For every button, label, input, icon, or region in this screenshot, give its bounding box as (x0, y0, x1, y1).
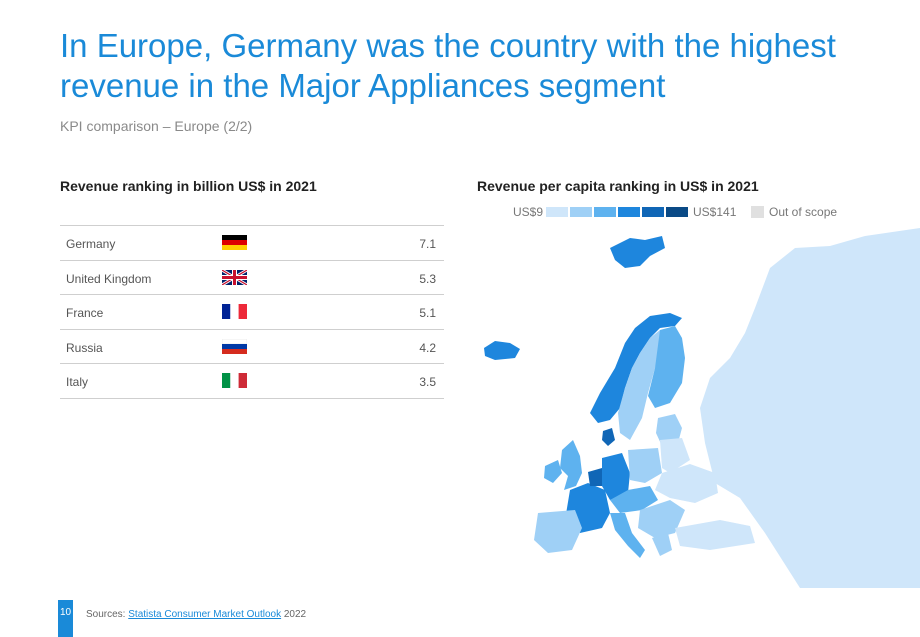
map-region-baltics (656, 414, 682, 446)
source-year: 2022 (283, 609, 307, 620)
map-region-denmark (602, 428, 615, 446)
map-region-russia (700, 228, 920, 588)
page-subtitle: KPI comparison – Europe (2/2) (60, 118, 253, 134)
legend-swatch (666, 207, 688, 217)
page-number: 10 (58, 600, 73, 637)
map-region-balkans (638, 500, 685, 538)
legend-swatch (570, 207, 592, 217)
source-note: Sources: Statista Consumer Market Outloo… (86, 609, 306, 620)
source-link[interactable]: Statista Consumer Market Outlook (128, 609, 282, 620)
map-region-finland (648, 326, 685, 408)
italy-flag-icon (222, 373, 247, 388)
revenue-value: 3.5 (419, 375, 436, 389)
map-region-greece (652, 533, 672, 556)
france-flag-icon (222, 304, 247, 319)
table-row: Russia 4.2 (60, 330, 444, 364)
revenue-value: 4.2 (419, 340, 436, 355)
legend-swatch (594, 207, 616, 217)
map-region-poland (628, 448, 662, 483)
uk-flag-icon (222, 269, 247, 285)
map-region-italy (610, 513, 645, 558)
map-region-iceland (484, 341, 520, 360)
table-row: France 5.1 (60, 295, 444, 330)
legend-min-label: US$9 (513, 205, 544, 219)
source-prefix: Sources: (86, 609, 126, 620)
map-region-ireland (544, 460, 562, 483)
revenue-value: 7.1 (419, 237, 436, 251)
russia-flag-icon (222, 338, 247, 354)
map-region-ukraine (655, 464, 718, 503)
country-name: Italy (66, 375, 89, 389)
map-region-norway (590, 313, 682, 423)
country-name: Germany (66, 237, 116, 251)
revenue-ranking-title: Revenue ranking in billion US$ in 2021 (60, 178, 317, 194)
map-region-benelux (588, 468, 605, 486)
revenue-ranking-table: Germany 7.1 United Kingdom 5.3 France 5.… (60, 225, 444, 399)
map-region-germany (602, 453, 630, 500)
legend-max-label: US$141 (693, 205, 737, 219)
country-name: France (66, 306, 104, 320)
revenue-value: 5.1 (419, 306, 436, 320)
europe-choropleth-map (484, 228, 920, 588)
map-region-turkey (675, 520, 755, 550)
map-region-belarus (660, 438, 690, 473)
legend-swatch (642, 207, 664, 217)
per-capita-map-title: Revenue per capita ranking in US$ in 202… (477, 178, 759, 194)
legend-swatch (546, 207, 568, 217)
country-name: United Kingdom (66, 271, 152, 286)
country-name: Russia (66, 340, 103, 355)
table-row: Italy 3.5 (60, 364, 444, 399)
page-title: In Europe, Germany was the country with … (60, 27, 836, 104)
legend-out-of-scope-label: Out of scope (769, 205, 838, 219)
germany-flag-icon (222, 235, 247, 250)
legend-out-of-scope-swatch (751, 206, 764, 218)
table-row: United Kingdom 5.3 (60, 261, 444, 295)
map-region-iberia (534, 510, 582, 553)
map-region-svalbard (610, 236, 665, 268)
legend-swatch (618, 207, 640, 217)
map-region-sweden (618, 330, 662, 440)
map-region-central-europe (610, 486, 658, 513)
table-row: Germany 7.1 (60, 226, 444, 261)
revenue-value: 5.3 (419, 271, 436, 286)
map-region-uk (560, 440, 582, 490)
